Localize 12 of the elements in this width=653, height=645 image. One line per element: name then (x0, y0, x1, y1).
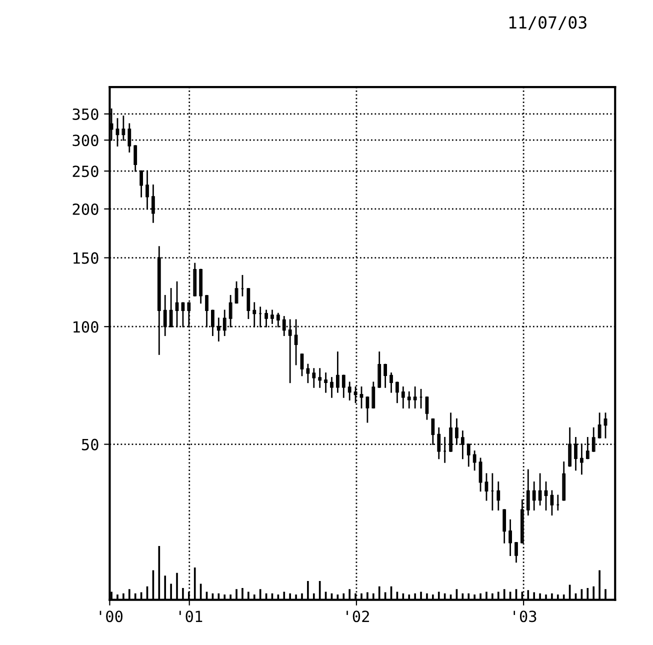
y-tick-label: 100 (74, 321, 98, 333)
x-tick-label: '00 (100, 610, 123, 622)
y-tick-label: 300 (72, 134, 98, 146)
x-tick-label: '03 (514, 610, 536, 622)
y-tick-label: 350 (72, 108, 98, 120)
y-tick-label: 250 (72, 166, 98, 178)
y-tick-label: 50 (82, 438, 98, 450)
y-tick-label: 200 (72, 203, 98, 216)
x-tick-label: '01 (180, 610, 202, 622)
y-tick-label: 150 (74, 252, 98, 264)
text: 11/07/03 (509, 16, 586, 30)
x-tick-label: '02 (346, 610, 369, 622)
